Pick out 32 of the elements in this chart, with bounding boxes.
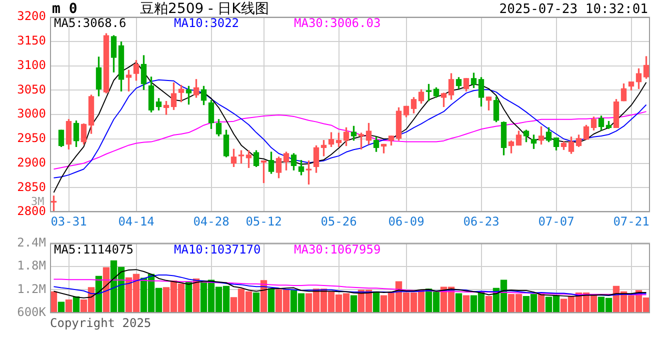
x-tick-label: 04-14	[118, 214, 154, 228]
x-tick-label: 06-23	[463, 214, 500, 228]
y-tick-label: 3100	[17, 58, 46, 72]
x-tick-label: 05-12	[246, 214, 282, 228]
y-tick-label: 3150	[17, 34, 46, 48]
text: MA10:3022	[174, 16, 240, 30]
x-tick-label: 07-21	[613, 214, 650, 228]
x-tick-label: 07-07	[538, 214, 574, 228]
text: MA30:3006.03	[294, 16, 381, 30]
chart-title: 豆粕2509 - 日K线图	[140, 1, 269, 18]
y-tick-label: 3050	[17, 82, 46, 96]
y-tick-label: 3000	[17, 106, 46, 121]
y-tick-label: 2800	[17, 204, 46, 218]
y-tick-label: 2.4M	[17, 235, 46, 250]
y-tick-label: 600K	[17, 305, 47, 320]
x-tick-label: 04-28	[193, 214, 230, 228]
y-tick-label: 2850	[17, 180, 46, 194]
x-tick-label: 06-09	[388, 214, 424, 228]
y-tick-label: 2900	[17, 155, 46, 170]
text: MA30:1067959	[294, 242, 381, 256]
y-tick-label: 2950	[17, 131, 46, 145]
series-label: MA5:1114075	[54, 242, 134, 256]
text: 2025-07-23 10:32:01	[499, 2, 648, 18]
y-tick-label: 3200	[17, 9, 46, 24]
text: Copyright 2025	[50, 316, 152, 330]
y-tick-label: 1.8M	[17, 258, 46, 273]
text: m 0	[52, 1, 78, 18]
x-tick-label: 03-31	[50, 214, 87, 228]
series-label: MA10:1037170	[174, 242, 261, 256]
y-tick-label: 1.2M	[17, 282, 46, 296]
x-tick-label: 05-26	[320, 214, 357, 228]
text: MA5:3068.6	[54, 16, 126, 30]
